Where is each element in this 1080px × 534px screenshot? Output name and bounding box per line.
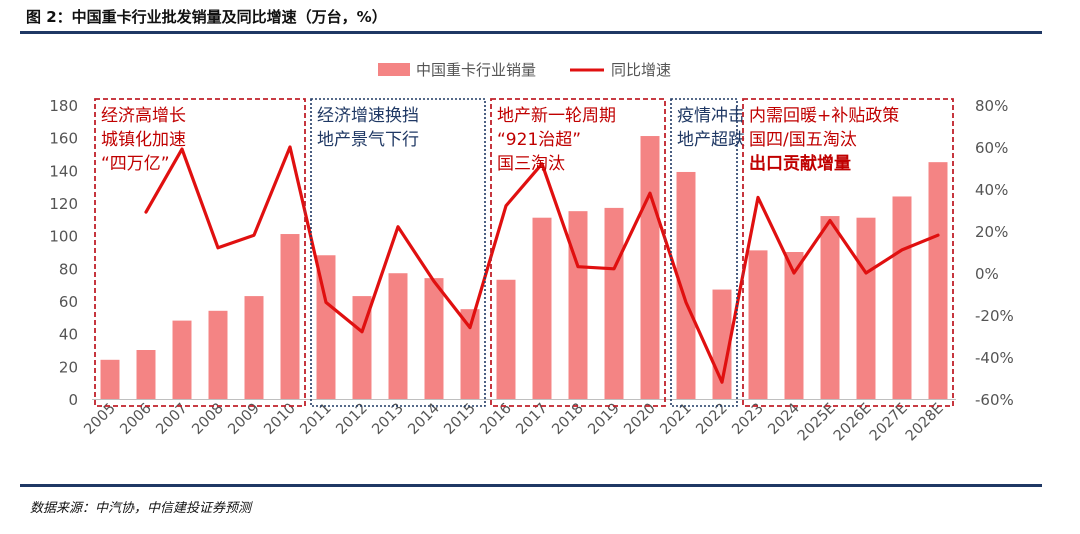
growth-line xyxy=(144,145,940,384)
period-note: “四万亿” xyxy=(101,154,170,174)
right-axis-tick: 80% xyxy=(975,97,1008,115)
right-axis-tick: 0% xyxy=(975,265,999,283)
legend-line-label: 同比增速 xyxy=(611,61,671,79)
period-note: 内需回暖+补贴政策 xyxy=(749,106,899,126)
bar-2018 xyxy=(568,211,588,399)
bar-2019 xyxy=(604,207,624,399)
source-note: 数据来源：中汽协，中信建投证券预测 xyxy=(30,501,252,516)
bar-2006 xyxy=(136,350,156,399)
period-note: 经济增速换挡 xyxy=(317,106,419,126)
period-note: 国三淘汰 xyxy=(497,154,565,174)
right-axis-tick: 40% xyxy=(975,181,1008,199)
period-box-4 xyxy=(670,98,738,407)
left-axis-tick: 60 xyxy=(59,293,78,311)
legend-bar-swatch xyxy=(378,63,410,76)
bar-2025E xyxy=(820,216,840,399)
right-axis-tick: 60% xyxy=(975,139,1008,157)
bar-2027E xyxy=(892,196,912,399)
bar-2023 xyxy=(748,250,768,399)
bar-2008 xyxy=(208,310,228,399)
right-axis-tick: -20% xyxy=(975,307,1014,325)
bar-2007 xyxy=(172,320,192,399)
x-tick-2028E: 2028E xyxy=(903,401,947,445)
bar-2005 xyxy=(100,359,120,399)
period-box-1 xyxy=(94,98,306,407)
period-note: 疫情冲击 xyxy=(677,106,745,126)
period-note: 国四/国五淘汰 xyxy=(749,130,857,150)
bar-2016 xyxy=(496,279,516,399)
period-note: “921治超” xyxy=(497,130,581,150)
bar-2013 xyxy=(388,273,408,399)
bar-2009 xyxy=(244,296,264,399)
bar-2024 xyxy=(784,252,804,399)
left-axis-tick: 100 xyxy=(49,228,78,246)
bar-2010 xyxy=(280,234,300,399)
left-axis-tick: 40 xyxy=(59,326,78,344)
left-axis-tick: 120 xyxy=(49,195,78,213)
bar-2017 xyxy=(532,217,552,399)
left-axis-tick: 20 xyxy=(59,358,78,376)
bar-2015 xyxy=(460,309,480,399)
chart-canvas: 中国重卡行业销量 同比增速 0 20 40 60 80 100 120 140 160 180 -60%… xyxy=(49,61,1014,445)
legend-bar-label: 中国重卡行业销量 xyxy=(416,61,536,79)
bar-2026E xyxy=(856,217,876,399)
left-axis-tick: 80 xyxy=(59,260,78,278)
left-axis-tick: 180 xyxy=(49,97,78,115)
left-axis-tick: 140 xyxy=(49,162,78,180)
figure-title: 图 2：中国重卡行业批发销量及同比增速（万台，%） xyxy=(26,8,387,26)
x-tick-2026E: 2026E xyxy=(831,401,875,445)
period-note: 地产新一轮周期 xyxy=(497,106,616,126)
bar-2014 xyxy=(424,278,444,399)
x-tick-2025E: 2025E xyxy=(795,401,839,445)
period-box-5 xyxy=(742,98,954,407)
right-axis-tick: -60% xyxy=(975,391,1014,409)
period-note: 地产景气下行 xyxy=(317,130,419,150)
period-note: 地产超跌 xyxy=(677,130,745,150)
bar-2020 xyxy=(640,136,660,400)
bar-2011 xyxy=(316,255,336,399)
x-tick-2027E: 2027E xyxy=(867,401,911,445)
period-note: 城镇化加速 xyxy=(101,130,186,150)
period-box-2 xyxy=(310,98,486,407)
bar-2028E xyxy=(928,162,948,399)
right-axis-tick: 20% xyxy=(975,223,1008,241)
period-note: 经济高增长 xyxy=(101,106,186,126)
top-rule xyxy=(20,31,1042,34)
bar-2021 xyxy=(676,171,696,399)
left-axis-tick: 160 xyxy=(49,130,78,148)
right-axis-tick: -40% xyxy=(975,349,1014,367)
bottom-rule xyxy=(20,484,1042,487)
period-box-3 xyxy=(490,98,666,407)
left-axis-tick: 0 xyxy=(68,391,78,409)
period-note: 出口贡献增量 xyxy=(749,153,851,174)
